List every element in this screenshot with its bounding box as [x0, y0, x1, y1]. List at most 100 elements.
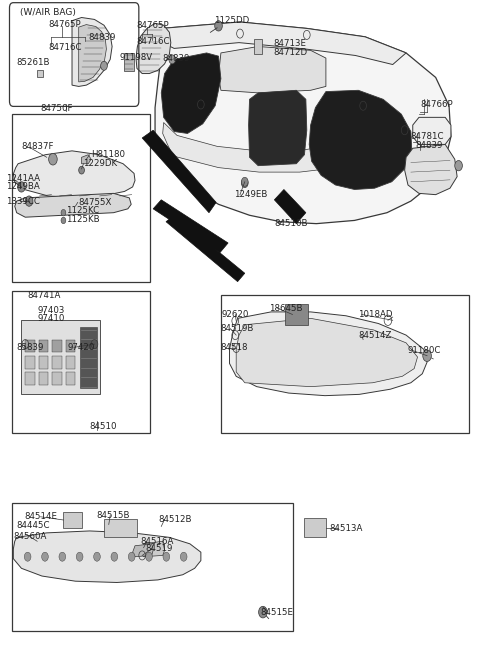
- Circle shape: [241, 177, 248, 186]
- Circle shape: [94, 552, 100, 561]
- Bar: [25, 340, 35, 353]
- Polygon shape: [249, 91, 307, 166]
- Bar: [66, 340, 75, 353]
- Circle shape: [42, 552, 48, 561]
- Circle shape: [423, 350, 432, 362]
- Text: 84519B: 84519B: [220, 324, 253, 333]
- Text: 84518: 84518: [220, 344, 248, 353]
- Text: 91198V: 91198V: [120, 53, 153, 62]
- Polygon shape: [166, 215, 245, 281]
- Polygon shape: [153, 200, 228, 252]
- Polygon shape: [155, 22, 451, 224]
- Circle shape: [18, 182, 25, 192]
- Text: 97403: 97403: [37, 306, 64, 315]
- Bar: [39, 372, 48, 385]
- Polygon shape: [275, 190, 306, 224]
- Polygon shape: [218, 47, 326, 93]
- Bar: [123, 53, 134, 71]
- Circle shape: [61, 210, 66, 216]
- Polygon shape: [13, 531, 201, 582]
- Text: 84560A: 84560A: [13, 532, 47, 541]
- Text: 84510: 84510: [90, 422, 117, 431]
- Text: 91180C: 91180C: [408, 346, 441, 355]
- Bar: [66, 372, 75, 385]
- Text: 84712D: 84712D: [274, 48, 308, 57]
- Polygon shape: [82, 155, 91, 164]
- Text: 1125KC: 1125KC: [66, 206, 99, 215]
- Polygon shape: [161, 53, 221, 133]
- Text: 84765P: 84765P: [136, 21, 169, 30]
- Text: 84839: 84839: [163, 54, 190, 63]
- Polygon shape: [163, 122, 396, 172]
- Text: 84716C: 84716C: [48, 43, 82, 52]
- Circle shape: [24, 552, 31, 561]
- Bar: [80, 327, 97, 388]
- Text: 1249BA: 1249BA: [6, 182, 40, 192]
- Polygon shape: [15, 193, 131, 217]
- Text: 84514Z: 84514Z: [359, 331, 392, 340]
- Text: 84839: 84839: [89, 33, 116, 42]
- Polygon shape: [141, 542, 165, 556]
- Bar: [63, 512, 82, 529]
- Bar: [12, 114, 150, 281]
- Circle shape: [128, 552, 135, 561]
- Text: 84519: 84519: [145, 545, 173, 553]
- Polygon shape: [236, 318, 418, 387]
- Bar: [25, 356, 35, 369]
- Circle shape: [145, 552, 152, 561]
- Text: 1125DD: 1125DD: [214, 16, 249, 25]
- Text: 97420: 97420: [67, 343, 95, 352]
- Circle shape: [163, 552, 170, 561]
- Polygon shape: [142, 130, 216, 213]
- Text: 85261B: 85261B: [17, 58, 50, 67]
- Bar: [254, 39, 262, 54]
- Text: 84716C: 84716C: [136, 37, 170, 46]
- Circle shape: [48, 153, 57, 165]
- Text: 84781C: 84781C: [411, 132, 444, 141]
- Text: 1229DK: 1229DK: [84, 159, 118, 168]
- Bar: [66, 356, 75, 369]
- Bar: [52, 372, 62, 385]
- Circle shape: [25, 196, 33, 206]
- Polygon shape: [161, 22, 406, 65]
- Polygon shape: [132, 544, 153, 556]
- Polygon shape: [309, 91, 412, 190]
- Text: 84750F: 84750F: [40, 104, 73, 113]
- Text: 84515B: 84515B: [96, 511, 130, 520]
- Polygon shape: [79, 25, 107, 82]
- Circle shape: [101, 61, 108, 71]
- Text: 84513A: 84513A: [330, 524, 363, 533]
- Text: 84445C: 84445C: [17, 521, 50, 531]
- Circle shape: [259, 606, 267, 618]
- Bar: [52, 356, 62, 369]
- Polygon shape: [72, 17, 112, 87]
- Text: 84839: 84839: [416, 140, 443, 149]
- Text: 84512B: 84512B: [158, 515, 192, 524]
- Bar: [22, 320, 100, 395]
- Bar: [304, 518, 326, 538]
- Text: 84741A: 84741A: [28, 291, 61, 300]
- Bar: [39, 340, 48, 353]
- Circle shape: [180, 552, 187, 561]
- Bar: [285, 304, 308, 325]
- Bar: [12, 503, 293, 631]
- Circle shape: [111, 552, 118, 561]
- Circle shape: [59, 552, 66, 561]
- Circle shape: [169, 55, 176, 64]
- Text: 84514E: 84514E: [24, 512, 57, 521]
- Circle shape: [79, 166, 84, 174]
- Text: 1125KB: 1125KB: [66, 215, 99, 224]
- Text: 92620: 92620: [222, 310, 249, 319]
- Polygon shape: [13, 151, 135, 198]
- Polygon shape: [413, 117, 451, 144]
- Polygon shape: [229, 312, 427, 396]
- Text: (W/AIR BAG): (W/AIR BAG): [20, 8, 75, 17]
- Bar: [39, 356, 48, 369]
- Text: 84510B: 84510B: [275, 219, 308, 228]
- Text: 84837F: 84837F: [22, 142, 54, 151]
- Text: 1018AD: 1018AD: [359, 310, 393, 319]
- Circle shape: [241, 179, 248, 188]
- Polygon shape: [136, 23, 171, 74]
- Bar: [12, 291, 150, 433]
- Text: 1241AA: 1241AA: [6, 174, 40, 183]
